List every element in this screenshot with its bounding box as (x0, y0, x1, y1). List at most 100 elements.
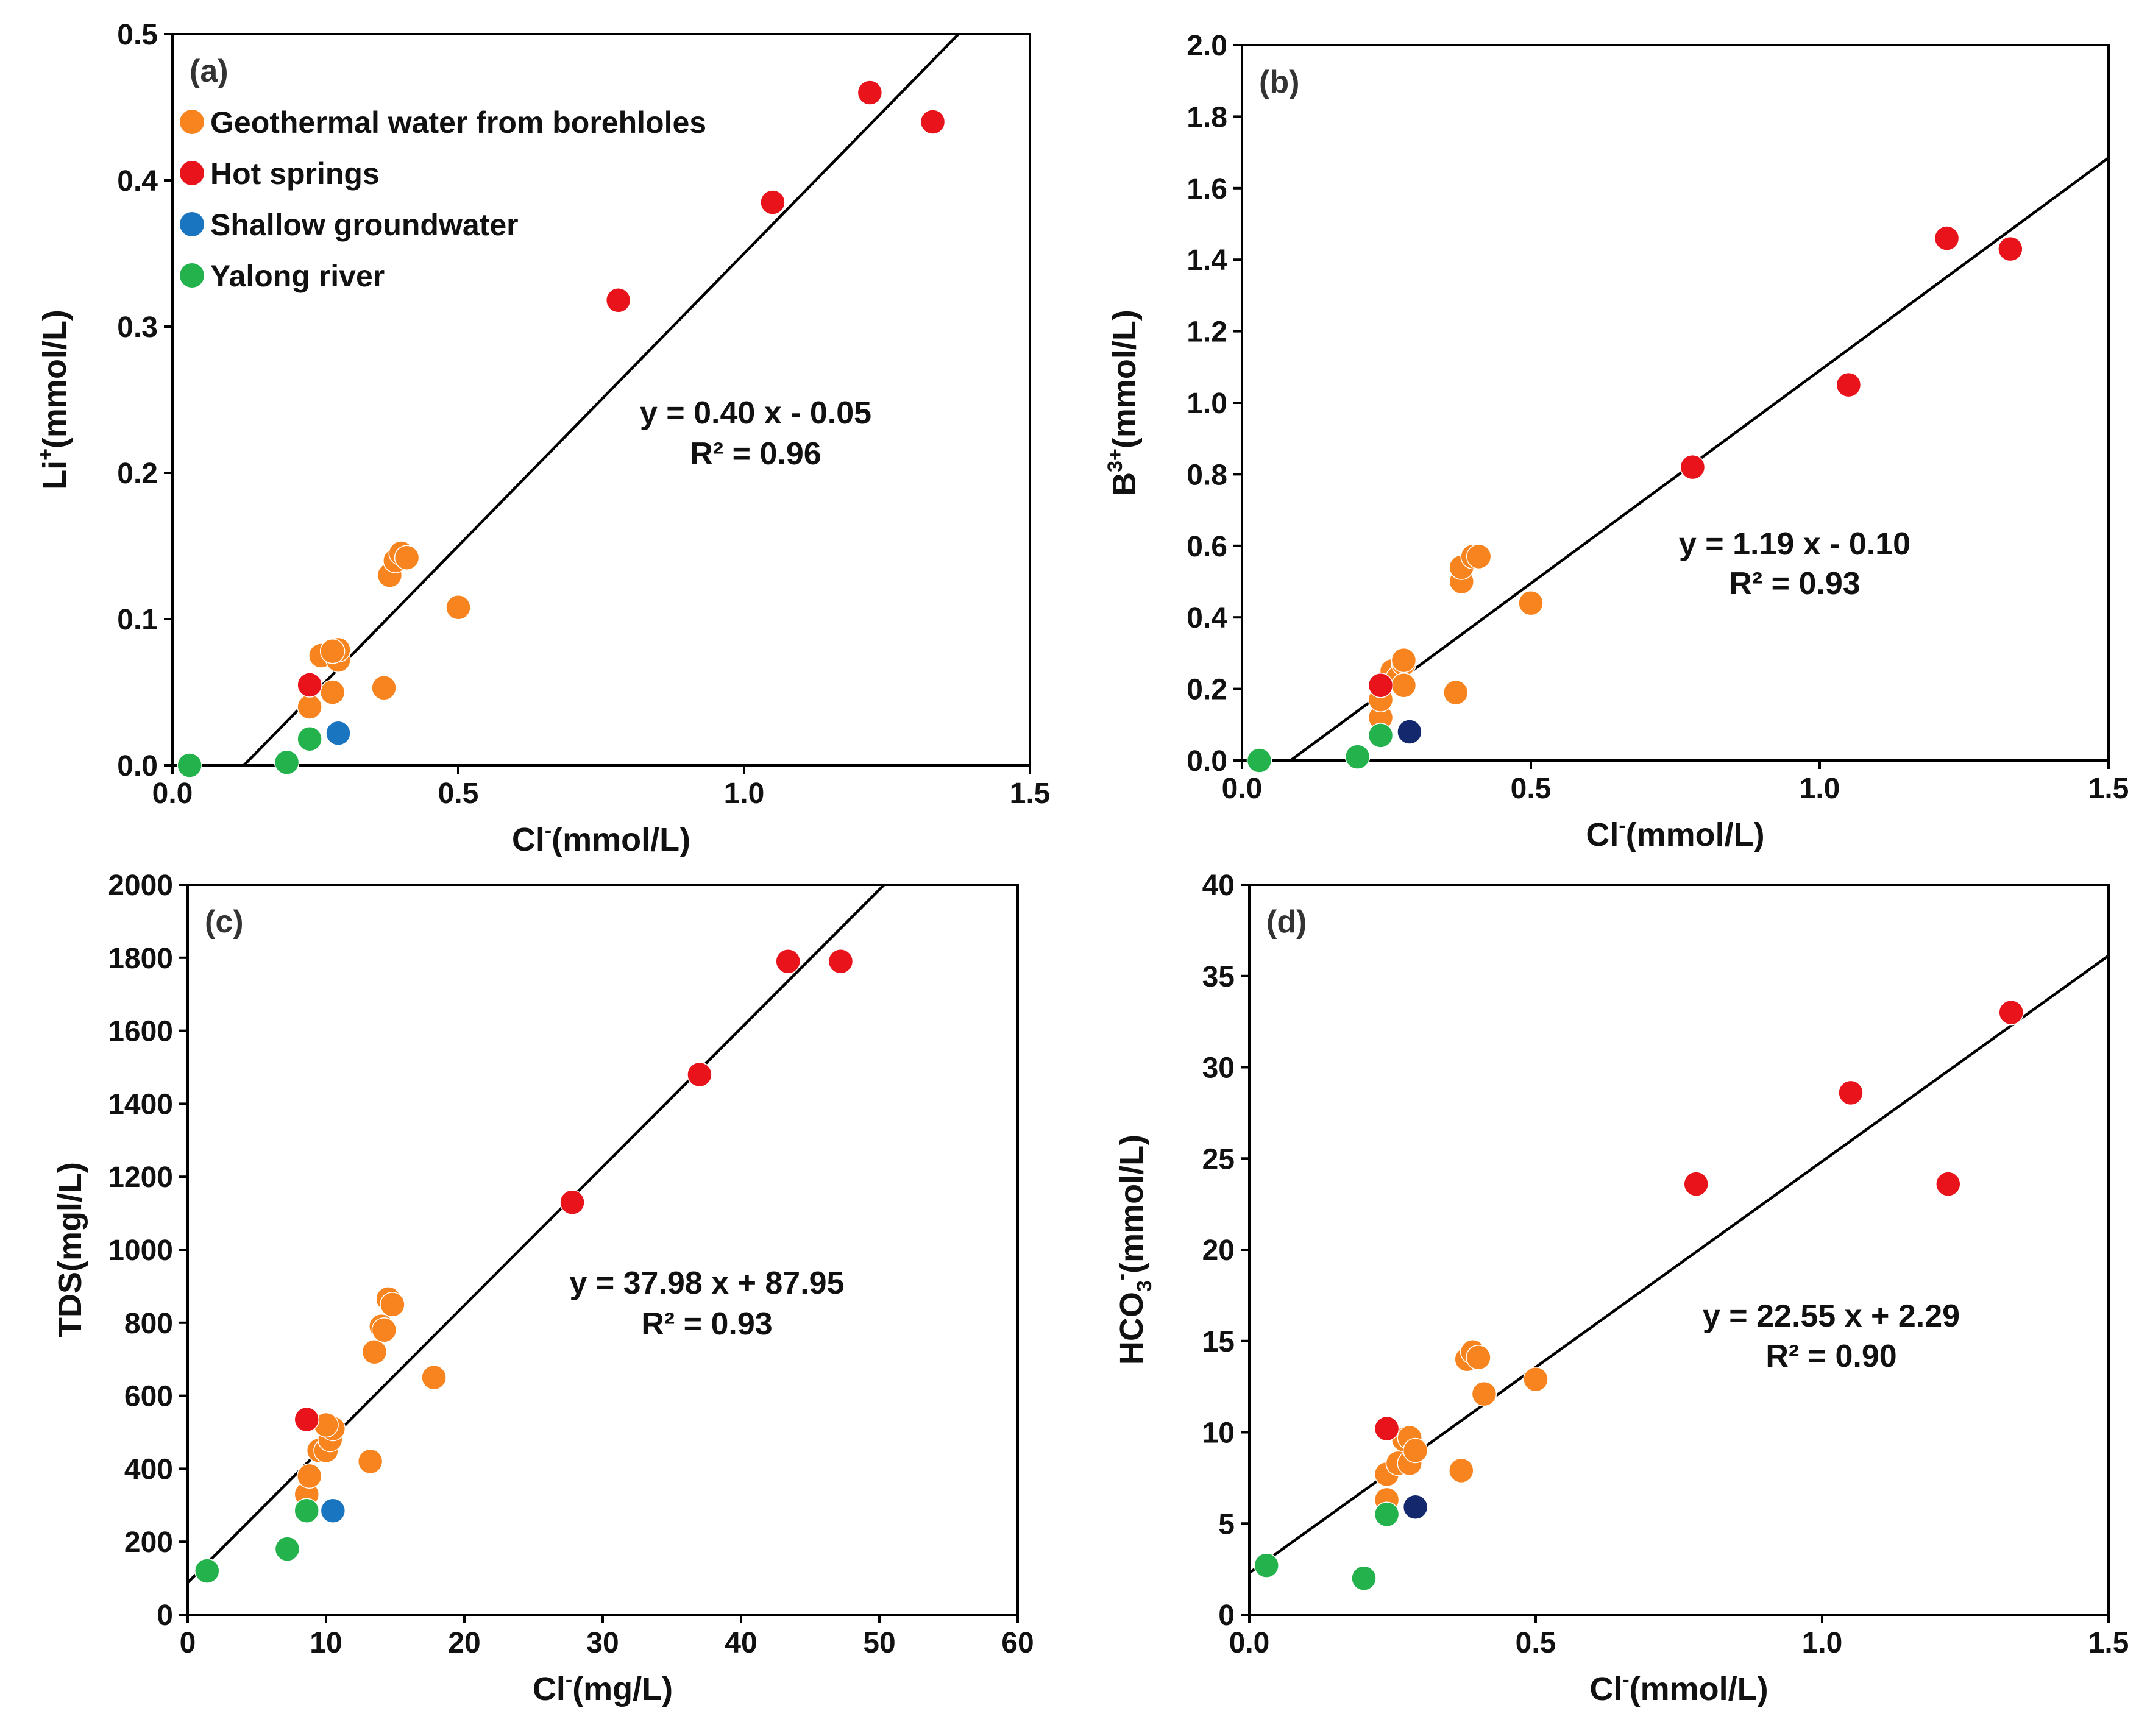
y-axis-title-main: HCO (1113, 1292, 1150, 1365)
chart-panel-3: 0 10 20 30 40 50 60020040060080010001200140016… (52, 870, 1034, 1707)
x-axis-title-main: Cl (512, 821, 545, 858)
data-point-hot-springs (1838, 1080, 1864, 1106)
y-tick-label: 1200 (108, 1161, 173, 1194)
plot-frame (171, 33, 1031, 767)
x-axis-title: Cl-(mmol/L) (1586, 814, 1764, 853)
y-axis-title-main: TDS (52, 1272, 88, 1337)
fit-equation: y = 22.55 x + 2.29 (1703, 1298, 1960, 1334)
y-tick-label: 0 (1218, 1600, 1235, 1632)
data-point-hot-springs (760, 190, 786, 215)
y-tick-label: 600 (124, 1381, 173, 1413)
data-point-yalong (1344, 744, 1371, 770)
data-point-geothermal (371, 1317, 397, 1343)
data-point-hot-springs (1935, 1171, 1961, 1197)
data-point-hot-springs (1934, 225, 1960, 251)
data-point-yalong (1368, 723, 1394, 748)
y-tick-label: 30 (1202, 1052, 1235, 1085)
data-point-geothermal (394, 545, 420, 570)
data-point-shallow (325, 720, 351, 746)
data-point-geothermal (371, 675, 397, 701)
panel-label: (c) (205, 904, 244, 940)
data-point-geothermal (361, 1339, 388, 1365)
panel-label: (d) (1266, 904, 1307, 940)
data-point-hot-springs (605, 288, 631, 313)
x-tick-label: 1.5 (1010, 778, 1051, 810)
y-tick-label: 800 (124, 1308, 173, 1340)
data-point-geothermal (1471, 1381, 1497, 1407)
y-tick-label: 0.2 (1187, 674, 1227, 706)
y-tick-label: 200 (124, 1526, 173, 1559)
y-tick-label: 1600 (108, 1016, 173, 1048)
data-point-geothermal (1443, 679, 1469, 706)
fit-r-squared: R² = 0.93 (641, 1306, 772, 1342)
y-axis-title-unit: (mmol/L) (37, 310, 73, 448)
data-point-geothermal (297, 1463, 322, 1489)
x-tick-label: 0.5 (1516, 1627, 1556, 1659)
data-point-hot-springs (828, 949, 854, 974)
data-point-yalong (1374, 1501, 1400, 1528)
x-tick-label: 0 (180, 1627, 196, 1659)
x-tick-label: 40 (725, 1627, 757, 1659)
x-axis-title-sup: - (545, 819, 552, 842)
data-point-geothermal (1402, 1437, 1428, 1464)
x-tick-label: 50 (863, 1627, 895, 1659)
y-tick-label: 1.0 (1187, 388, 1227, 420)
y-tick-label: 20 (1202, 1235, 1235, 1267)
data-point-hot-springs (775, 949, 801, 974)
x-axis-title-main: Cl (1586, 817, 1619, 853)
data-point-hot-springs (1836, 372, 1862, 398)
data-point-hot-springs (294, 1406, 319, 1433)
y-tick-label: 35 (1202, 961, 1235, 993)
x-axis-title: Cl-(mg/L) (533, 1668, 673, 1707)
data-point-yalong (194, 1558, 220, 1584)
fit-r-squared: R² = 0.96 (690, 436, 821, 472)
data-point-geothermal (1523, 1366, 1549, 1392)
data-point-geothermal (421, 1364, 447, 1391)
x-tick-label: 1.0 (1802, 1627, 1843, 1659)
x-axis-title-unit: (mmol/L) (552, 821, 690, 858)
data-point-hot-springs (1368, 672, 1394, 698)
x-axis-title: Cl-(mmol/L) (1589, 1668, 1768, 1707)
y-tick-label: 5 (1218, 1508, 1235, 1540)
y-tick-label: 1000 (108, 1235, 173, 1267)
y-axis-title-unit: (mmol/L) (1106, 310, 1143, 448)
y-tick-label: 2.0 (1187, 30, 1227, 62)
data-point-yalong (274, 749, 300, 775)
x-axis-title-sup: - (1619, 814, 1625, 837)
y-axis-title-sup: - (1110, 1274, 1133, 1280)
fit-equation: y = 37.98 x + 87.95 (569, 1266, 844, 1301)
data-point-hot-springs (687, 1061, 712, 1088)
y-tick-label: 1800 (108, 943, 173, 975)
panel-label: (b) (1259, 65, 1299, 100)
y-tick-label: 10 (1202, 1417, 1235, 1450)
chart-panel-4: 0.0 0.5 1.0 1.50510152025303540Cl-(mmol/L)H… (1110, 870, 2129, 1707)
data-point-hot-springs (857, 80, 883, 105)
y-tick-label: 2000 (108, 870, 173, 902)
y-axis-title-sup: + (34, 448, 57, 461)
y-tick-label: 400 (124, 1453, 173, 1486)
data-point-geothermal (1466, 544, 1492, 570)
data-point-geothermal (1391, 672, 1417, 698)
legend-marker-hot-springs (180, 161, 204, 185)
x-tick-label: 0.5 (1511, 773, 1552, 805)
data-point-hot-springs (1998, 999, 2024, 1026)
x-tick-label: 1.5 (2088, 1627, 2129, 1659)
y-tick-label: 15 (1202, 1326, 1235, 1358)
legend-label: Hot springs (210, 157, 380, 191)
y-axis-title: Li+(mmol/L) (34, 310, 73, 490)
y-tick-label: 0.0 (117, 750, 158, 782)
data-point-hot-springs (297, 672, 322, 698)
x-axis-title: Cl-(mmol/L) (512, 819, 690, 858)
data-point-geothermal (319, 639, 346, 664)
fit-r-squared: R² = 0.90 (1765, 1339, 1896, 1374)
x-axis-title-main: Cl (1589, 1671, 1622, 1707)
data-point-shallow-dark (1402, 1494, 1428, 1520)
x-tick-label: 20 (448, 1627, 480, 1659)
y-axis-title: B3+(mmol/L) (1104, 310, 1143, 496)
y-tick-label: 0.0 (1187, 745, 1227, 778)
data-point-yalong (1254, 1553, 1279, 1578)
y-tick-label: 1.4 (1187, 244, 1227, 277)
data-point-hot-springs (1680, 454, 1706, 480)
x-tick-label: 10 (310, 1627, 342, 1659)
